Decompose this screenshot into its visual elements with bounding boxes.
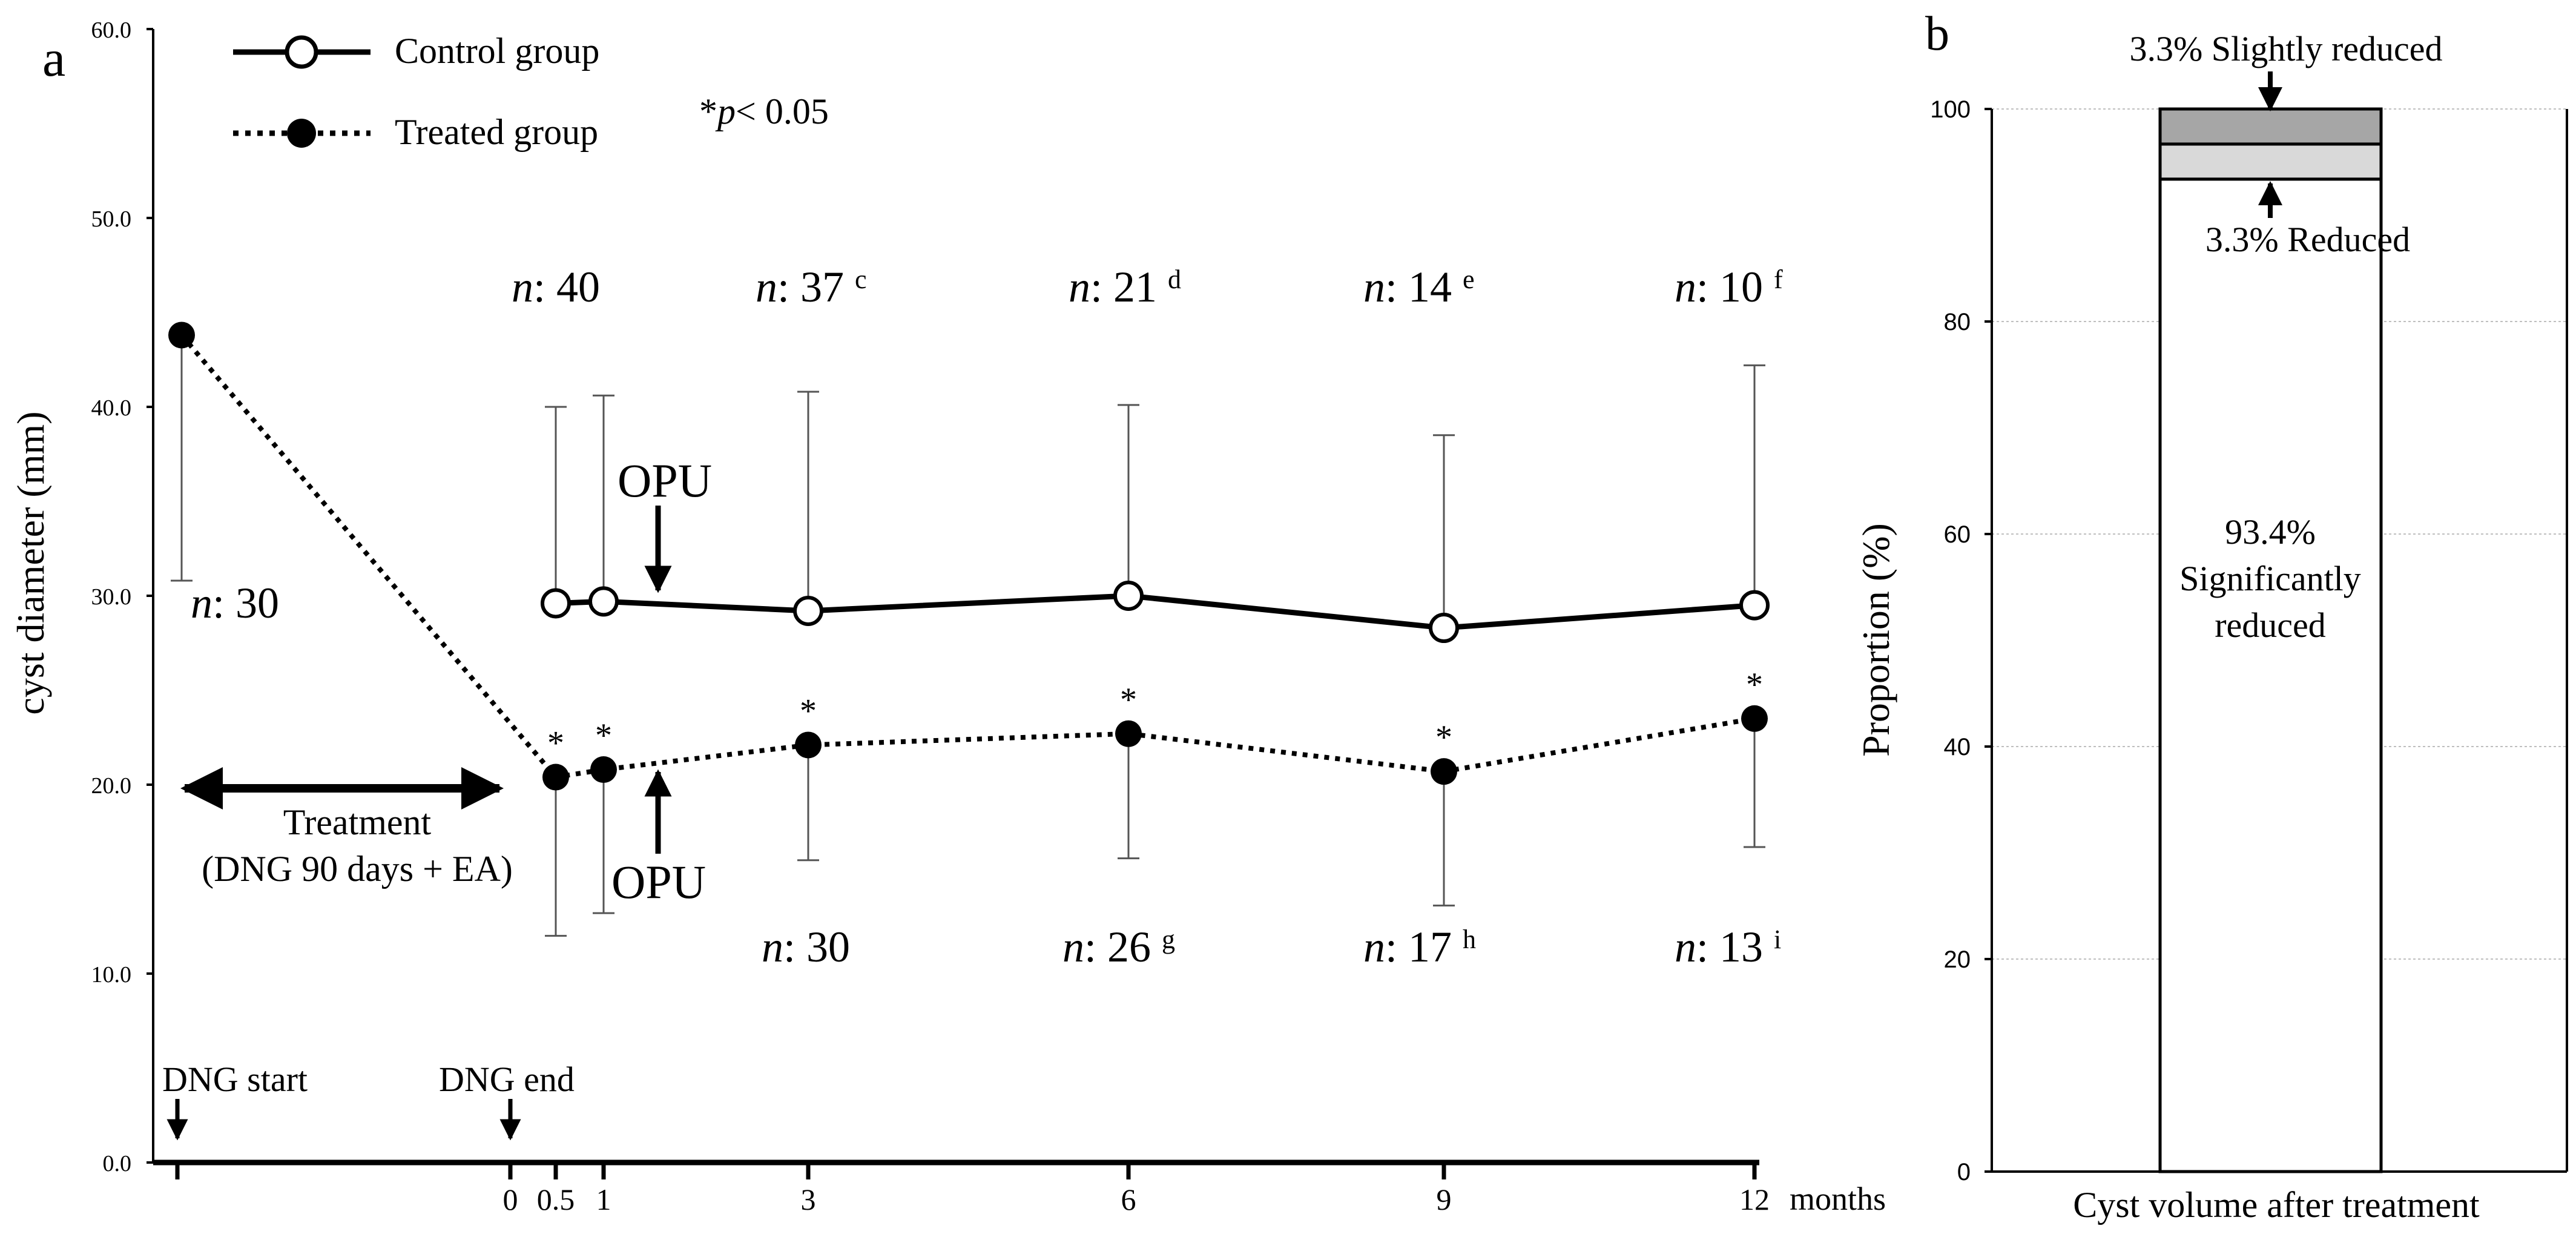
panel-a-x-axis-label: months <box>1790 1181 1886 1217</box>
panel-a-label: a <box>42 29 65 87</box>
significance-star: * <box>1120 681 1137 719</box>
legend-control-label: Control group <box>395 31 599 71</box>
y-tick-label: 20.0 <box>91 773 132 799</box>
control-point <box>541 588 571 619</box>
y-tick-label: 20 <box>1944 946 1971 973</box>
dng-start-label: DNG start <box>162 1060 308 1099</box>
n-label: n: 17 h <box>1363 923 1476 971</box>
treatment-label: Treatment <box>283 802 432 842</box>
y-tick-label: 100 <box>1930 96 1971 123</box>
control-point <box>588 586 619 617</box>
bar-segment-slightly-reduced <box>2158 107 2383 146</box>
control-point <box>1113 581 1144 611</box>
dng-start-annotation: DNG start <box>162 1060 308 1141</box>
n-label: n: 30 <box>191 579 279 627</box>
y-tick-label: 0 <box>1957 1159 1971 1186</box>
panel-b-y-ticks: 0 20 40 60 80 100 <box>1930 96 1992 1186</box>
panel-b-category-label: Cyst volume after treatment <box>2073 1185 2480 1225</box>
slightly-reduced-label: 3.3% Slightly reduced <box>2129 29 2442 68</box>
legend-control-marker <box>285 35 318 69</box>
legend-significance: *p< 0.05 <box>699 91 829 131</box>
significance-star: * <box>595 717 612 754</box>
treated-point <box>795 731 822 759</box>
n-label: n: 13 i <box>1675 923 1781 971</box>
y-tick-label: 60.0 <box>91 18 132 43</box>
opu-label: OPU <box>611 856 706 908</box>
dng-end-annotation: DNG end <box>439 1060 575 1141</box>
opu-annotation-top: OPU <box>618 454 712 593</box>
y-tick-label: 60 <box>1944 521 1971 548</box>
x-tick-label: 0 <box>503 1182 518 1216</box>
n-labels-control: n: 40 n: 37 c n: 21 d n: 14 e n: 10 f <box>512 263 1783 311</box>
treatment-annotation: Treatment (DNG 90 days + EA) <box>180 767 513 889</box>
n-label: n: 37 c <box>756 263 867 311</box>
y-tick-label: 80 <box>1944 309 1971 335</box>
panel-a-y-axis-label: cyst diameter (mm) <box>9 411 52 714</box>
legend-treated-marker <box>287 119 316 148</box>
treated-point <box>542 763 569 791</box>
x-tick-label: 12 <box>1739 1182 1770 1216</box>
y-tick-label: 30.0 <box>91 584 132 610</box>
panel-b: b 0 20 40 60 80 100 Proportion (%) Cyst volum… <box>1854 7 2568 1225</box>
opu-annotation-bottom: OPU <box>611 769 706 908</box>
significance-star: * <box>547 725 564 762</box>
significant-pct-label: 93.4% <box>2225 512 2316 552</box>
error-bars <box>171 335 1765 937</box>
n-label: n: 26 g <box>1062 923 1175 971</box>
significant-label-line1: Significantly <box>2179 559 2361 598</box>
x-tick-label: 0.5 <box>537 1182 575 1216</box>
n-label: n: 40 <box>512 263 600 311</box>
y-tick-label: 40 <box>1944 734 1971 760</box>
n-labels-treated: n: 30 n: 30 n: 26 g n: 17 h n: 13 i <box>191 579 1781 971</box>
significant-label-line2: reduced <box>2215 605 2326 645</box>
control-point <box>1429 613 1459 644</box>
y-tick-label: 40.0 <box>91 395 132 421</box>
stacked-bar <box>2158 107 2383 1173</box>
x-tick-label: 3 <box>801 1182 816 1216</box>
treated-series-line <box>179 333 1755 780</box>
n-label: n: 30 <box>762 923 850 971</box>
n-label: n: 21 d <box>1069 263 1181 311</box>
legend-treated-label: Treated group <box>395 112 598 152</box>
n-label: n: 10 f <box>1675 263 1783 311</box>
significance-stars: * * * * * * <box>547 666 1763 762</box>
x-tick-label: 6 <box>1121 1182 1136 1216</box>
significance-star: * <box>1746 666 1763 704</box>
n-label: n: 14 e <box>1363 263 1475 311</box>
treated-point <box>1741 705 1768 732</box>
panel-a-y-ticks: 0.0 10.0 20.0 30.0 40.0 50.0 60.0 <box>91 18 153 1176</box>
x-tick-label: 9 <box>1437 1182 1452 1216</box>
dng-end-label: DNG end <box>439 1060 575 1099</box>
control-point <box>793 595 823 626</box>
legend: Control group Treated group *p< 0.05 <box>233 31 829 152</box>
y-tick-label: 0.0 <box>103 1151 132 1176</box>
treatment-detail-label: (DNG 90 days + EA) <box>202 849 513 889</box>
control-point <box>1739 590 1770 621</box>
x-tick-label: 1 <box>596 1182 611 1216</box>
panel-a-x-ticks: 0 0.5 1 3 6 9 12 <box>175 1162 1770 1216</box>
y-tick-label: 10.0 <box>91 962 132 988</box>
panel-b-label: b <box>1925 7 1949 61</box>
significance-star: * <box>1435 719 1452 756</box>
bar-segment-reduced <box>2158 142 2383 181</box>
panel-a: a 0.0 10.0 20.0 30.0 40.0 50.0 60.0 0 0.5 1 3 6 9 12… <box>9 18 1886 1217</box>
treated-point <box>168 322 195 349</box>
control-series-line <box>555 593 1755 631</box>
opu-label: OPU <box>618 454 712 507</box>
significance-star: * <box>800 692 817 730</box>
reduced-label: 3.3% Reduced <box>2205 220 2410 259</box>
treated-point <box>1115 720 1142 747</box>
panel-b-y-axis-label: Proportion (%) <box>1854 523 1897 757</box>
series-lines <box>179 333 1755 780</box>
treated-point <box>1431 758 1457 785</box>
bar-segment-significantly-reduced <box>2158 177 2383 1173</box>
treated-point <box>590 756 617 783</box>
data-points <box>168 322 1770 791</box>
y-tick-label: 50.0 <box>91 206 132 232</box>
